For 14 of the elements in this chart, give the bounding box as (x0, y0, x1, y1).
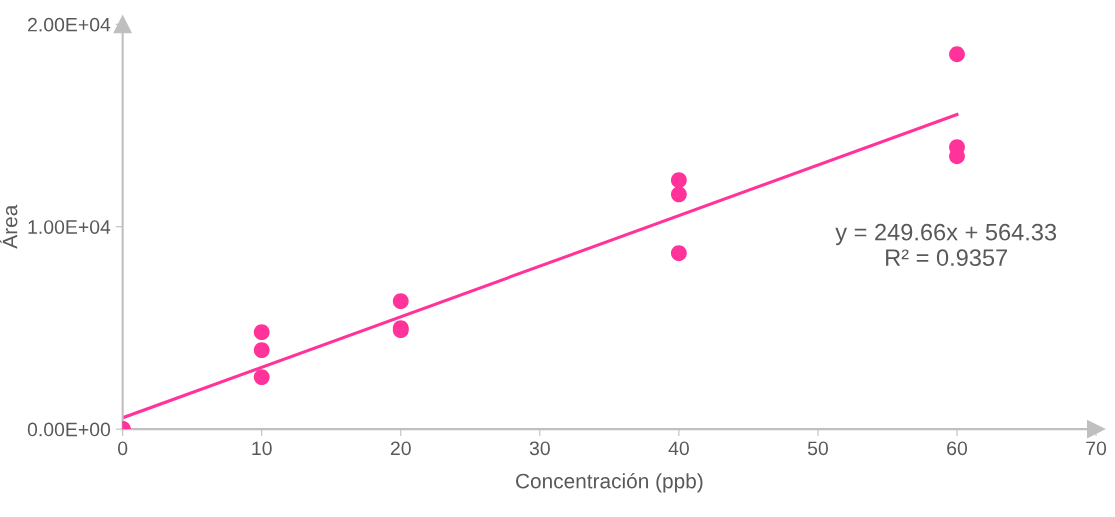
x-tick-label: 10 (252, 441, 272, 456)
annotation: y = 249.66x + 564.33 R² = 0.9357 (835, 223, 1057, 266)
y-tick-label: 2.00E+04 (28, 17, 111, 32)
x-tick-label: 50 (807, 441, 828, 456)
x-tick-label: 70 (1086, 441, 1107, 456)
x-tick-label: 20 (390, 441, 411, 456)
x-tick-label: 60 (947, 441, 968, 456)
x-tick-label: 40 (668, 441, 689, 456)
x-tick-label: 0 (118, 441, 128, 456)
y-axis-title: Área (0, 204, 18, 249)
y-tick-label: 0.00E+00 (27, 422, 111, 437)
x-tick-label: 30 (529, 441, 550, 456)
y-tick-label: 1.00E+04 (28, 220, 111, 234)
x-axis-title: Concentración (ppb) (516, 472, 703, 493)
